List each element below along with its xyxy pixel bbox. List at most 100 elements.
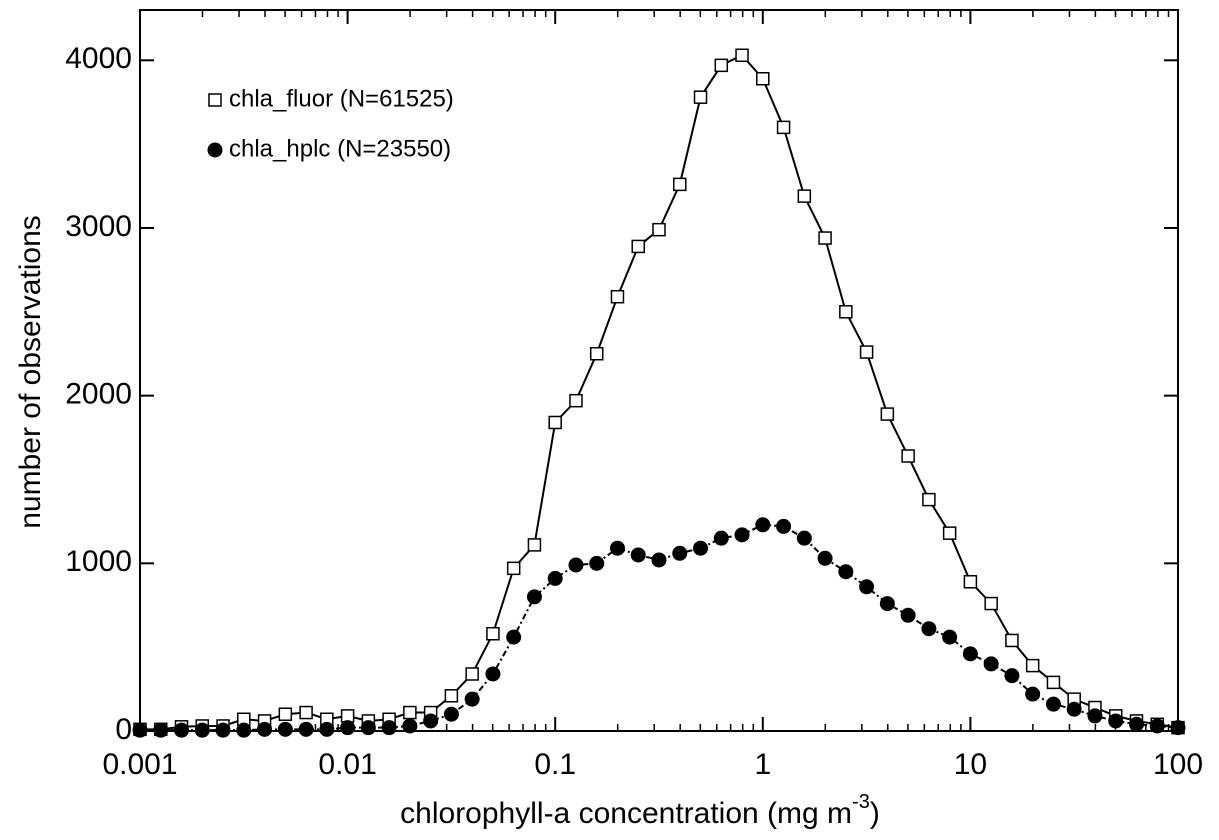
marker: [756, 71, 770, 86]
marker: [257, 721, 273, 737]
marker: [277, 721, 293, 737]
marker: [859, 579, 875, 595]
marker: [568, 557, 584, 573]
marker: [922, 492, 936, 507]
marker: [942, 629, 958, 645]
marker: [797, 189, 812, 203]
legend-marker: [208, 93, 222, 107]
marker: [755, 517, 771, 533]
x-tick-label: 10: [954, 748, 987, 781]
marker: [673, 177, 687, 192]
marker: [839, 305, 853, 319]
marker: [1025, 658, 1040, 673]
marker: [693, 90, 708, 104]
y-axis-label: number of observations: [14, 215, 47, 529]
marker: [984, 596, 998, 611]
marker: [1005, 633, 1019, 648]
marker: [360, 720, 376, 736]
marker: [631, 239, 645, 254]
marker: [672, 545, 688, 561]
x-tick-label: 0.1: [534, 748, 576, 781]
marker: [402, 718, 418, 734]
marker: [651, 552, 667, 568]
marker: [236, 722, 252, 738]
marker: [983, 656, 999, 672]
marker: [319, 721, 335, 737]
marker: [1046, 675, 1061, 690]
marker: [900, 607, 916, 623]
marker: [548, 415, 562, 430]
x-axis-label: chlorophyll-a concentration (mg m-3): [400, 791, 880, 830]
marker: [962, 646, 978, 662]
y-tick-label: 4000: [65, 42, 132, 75]
marker: [464, 691, 480, 707]
marker: [776, 518, 792, 534]
marker: [609, 540, 625, 556]
marker: [423, 713, 439, 729]
legend-label: chla_hplc (N=23550): [229, 135, 451, 162]
marker: [1108, 713, 1124, 729]
marker: [299, 705, 313, 720]
marker: [443, 706, 459, 722]
plot-frame: [139, 9, 1179, 732]
y-tick-label: 0: [115, 713, 132, 746]
marker: [506, 629, 522, 645]
marker: [194, 722, 210, 738]
marker: [278, 707, 293, 721]
marker: [1149, 718, 1165, 734]
y-tick-label: 2000: [65, 378, 132, 411]
x-tick-label: 0.01: [318, 748, 376, 781]
marker: [714, 58, 729, 73]
legend-marker: [207, 142, 223, 158]
marker: [340, 720, 356, 736]
marker: [942, 526, 957, 540]
x-label-main: chlorophyll-a concentration (mg m: [400, 797, 852, 830]
marker: [1045, 696, 1061, 712]
marker: [1170, 720, 1186, 736]
marker: [713, 530, 729, 546]
marker: [776, 120, 791, 135]
marker: [818, 231, 832, 245]
y-tick-label: 3000: [65, 210, 132, 243]
marker: [506, 561, 521, 576]
marker: [485, 666, 501, 682]
marker: [486, 626, 500, 641]
marker: [215, 722, 231, 738]
marker: [340, 709, 355, 723]
x-tick-label: 1: [754, 748, 771, 781]
marker: [381, 720, 397, 736]
marker: [838, 564, 854, 580]
marker: [921, 621, 937, 637]
marker: [465, 667, 479, 681]
marker: [610, 289, 625, 304]
marker: [298, 721, 314, 737]
marker: [1087, 708, 1103, 724]
marker: [589, 555, 605, 571]
x-tick-label: 0.001: [102, 748, 177, 781]
marker: [132, 722, 148, 738]
marker: [796, 530, 812, 546]
marker: [735, 48, 749, 63]
marker: [859, 345, 874, 359]
x-label-end: ): [870, 797, 880, 830]
marker: [879, 596, 895, 612]
marker: [817, 550, 833, 566]
marker: [403, 705, 417, 720]
marker: [1025, 686, 1041, 702]
marker: [1128, 716, 1144, 732]
x-tick-label: 100: [1153, 748, 1203, 781]
marker: [901, 449, 915, 463]
marker: [174, 722, 190, 738]
marker: [444, 689, 459, 703]
marker: [880, 407, 895, 421]
marker: [734, 527, 750, 543]
marker: [526, 589, 542, 605]
marker: [1004, 668, 1020, 684]
legend-label: chla_fluor (N=61525): [229, 85, 454, 112]
x-label-superscript: -3: [852, 791, 870, 813]
marker: [1066, 701, 1082, 717]
marker: [569, 393, 583, 408]
marker: [153, 722, 169, 738]
